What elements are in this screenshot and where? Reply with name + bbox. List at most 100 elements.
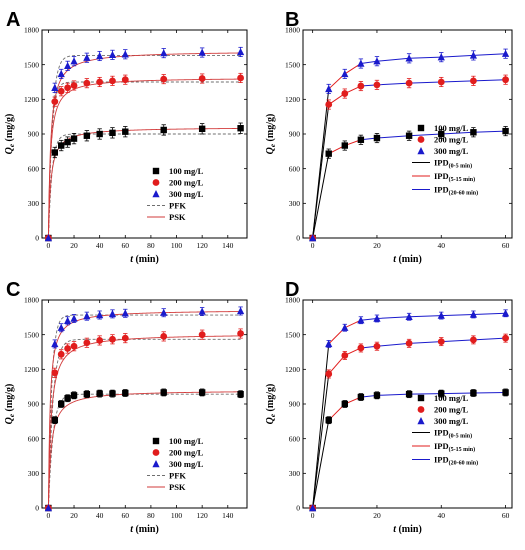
data-point bbox=[121, 50, 129, 58]
data-point bbox=[51, 416, 59, 424]
legend-label: PSK bbox=[169, 212, 186, 222]
data-point bbox=[96, 52, 104, 60]
data-point bbox=[83, 339, 91, 347]
y-tick-label: 600 bbox=[28, 434, 40, 443]
y-tick-label: 1200 bbox=[24, 365, 39, 374]
data-point bbox=[236, 306, 245, 315]
x-tick-label: 120 bbox=[197, 511, 209, 520]
data-point bbox=[109, 77, 116, 85]
data-point bbox=[108, 309, 117, 318]
x-axis-label: t (min) bbox=[393, 524, 422, 535]
x-tick-label: 140 bbox=[222, 241, 234, 250]
y-tick-label: 900 bbox=[289, 400, 301, 409]
series-300mgl bbox=[44, 306, 245, 512]
ipd-segment bbox=[312, 420, 330, 509]
series-100mgl bbox=[309, 126, 509, 242]
series-300mgl bbox=[309, 48, 510, 242]
x-tick-label: 0 bbox=[47, 511, 51, 520]
x-tick-label: 80 bbox=[147, 241, 155, 250]
data-point bbox=[437, 338, 445, 345]
data-point bbox=[357, 136, 365, 143]
legend-label: IPD(5-15 min) bbox=[434, 441, 475, 453]
ipd-segment bbox=[360, 337, 506, 349]
panel-c: C 0 300 600 900 1200 1500 1800 0 20 40 60 80 100 120 14… bbox=[4, 279, 248, 535]
fit-curve-psk bbox=[47, 391, 241, 509]
data-point bbox=[198, 75, 206, 82]
y-tick-label: 0 bbox=[35, 504, 39, 513]
data-point bbox=[122, 389, 129, 397]
x-tick-label: 100 bbox=[171, 241, 183, 250]
series-300mgl bbox=[44, 46, 245, 242]
data-point bbox=[405, 339, 413, 347]
data-point bbox=[341, 69, 349, 78]
data-point bbox=[502, 127, 509, 135]
y-tick-label: 1500 bbox=[24, 60, 39, 69]
y-tick-label: 600 bbox=[28, 164, 40, 173]
fit-curve-pfk bbox=[47, 393, 241, 509]
data-point bbox=[160, 308, 168, 316]
y-tick-label: 1800 bbox=[24, 26, 39, 35]
panel-letter: A bbox=[6, 9, 20, 31]
data-point bbox=[83, 132, 91, 139]
y-axis-label: Qe (mg/g) bbox=[265, 384, 277, 425]
legend-label: 100 mg/L bbox=[434, 393, 469, 403]
data-point bbox=[44, 504, 53, 512]
data-point bbox=[57, 323, 65, 331]
x-tick-label: 0 bbox=[47, 241, 51, 250]
legend-label: PFK bbox=[169, 471, 186, 481]
x-tick-label: 60 bbox=[122, 511, 130, 520]
data-point bbox=[341, 90, 349, 97]
fit-curve-psk bbox=[47, 127, 241, 239]
data-point bbox=[51, 339, 59, 348]
data-point bbox=[83, 79, 91, 87]
panel-letter: C bbox=[6, 279, 20, 301]
data-point bbox=[51, 369, 59, 377]
data-point bbox=[237, 74, 244, 82]
data-point bbox=[64, 345, 72, 352]
panel-d: D 0 300 600 900 1200 1500 1800 0 20 40 60 t (min) Qe … bbox=[265, 279, 513, 535]
ipd-segment bbox=[312, 343, 330, 509]
legend-label: 300 mg/L bbox=[434, 416, 469, 426]
series-300mgl bbox=[309, 309, 510, 512]
data-point bbox=[64, 84, 72, 92]
y-tick-label: 300 bbox=[289, 199, 301, 208]
fit-curve-pfk bbox=[47, 133, 241, 239]
x-tick-label: 20 bbox=[70, 241, 78, 250]
legend-marker bbox=[152, 437, 160, 445]
legend-label: IPD(0-5 min) bbox=[434, 428, 472, 440]
data-point bbox=[373, 134, 381, 142]
series-200mgl bbox=[309, 333, 509, 512]
legend-marker bbox=[417, 394, 425, 402]
y-tick-label: 1500 bbox=[24, 330, 39, 339]
data-point bbox=[160, 126, 167, 134]
legend-marker bbox=[417, 406, 425, 413]
data-point bbox=[357, 393, 365, 401]
panel-letter: B bbox=[285, 9, 299, 31]
data-point bbox=[309, 234, 317, 242]
x-tick-label: 80 bbox=[147, 511, 155, 520]
data-point bbox=[357, 316, 365, 324]
data-point bbox=[325, 150, 332, 157]
legend-marker bbox=[152, 449, 160, 456]
legend-label: 200 mg/L bbox=[169, 448, 204, 458]
fit-curve-psk bbox=[47, 52, 241, 239]
ipd-segment bbox=[360, 53, 506, 65]
data-point bbox=[64, 138, 71, 146]
data-point bbox=[51, 98, 59, 106]
x-axis-label: t (min) bbox=[130, 254, 159, 265]
data-point bbox=[357, 82, 365, 90]
legend-label: 100 mg/L bbox=[169, 436, 204, 446]
data-point bbox=[501, 309, 510, 317]
data-point bbox=[70, 82, 78, 89]
y-tick-label: 600 bbox=[289, 164, 301, 173]
panel-b: B 0 300 600 900 1200 1500 1800 0 20 40 60 t (min) Qe … bbox=[265, 9, 513, 265]
data-point bbox=[70, 342, 78, 350]
x-tick-label: 40 bbox=[96, 241, 104, 250]
legend-label: 100 mg/L bbox=[169, 166, 204, 176]
data-point bbox=[83, 53, 91, 61]
data-point bbox=[57, 87, 65, 95]
data-point bbox=[57, 350, 65, 358]
y-tick-label: 0 bbox=[35, 234, 39, 243]
data-point bbox=[121, 334, 129, 342]
